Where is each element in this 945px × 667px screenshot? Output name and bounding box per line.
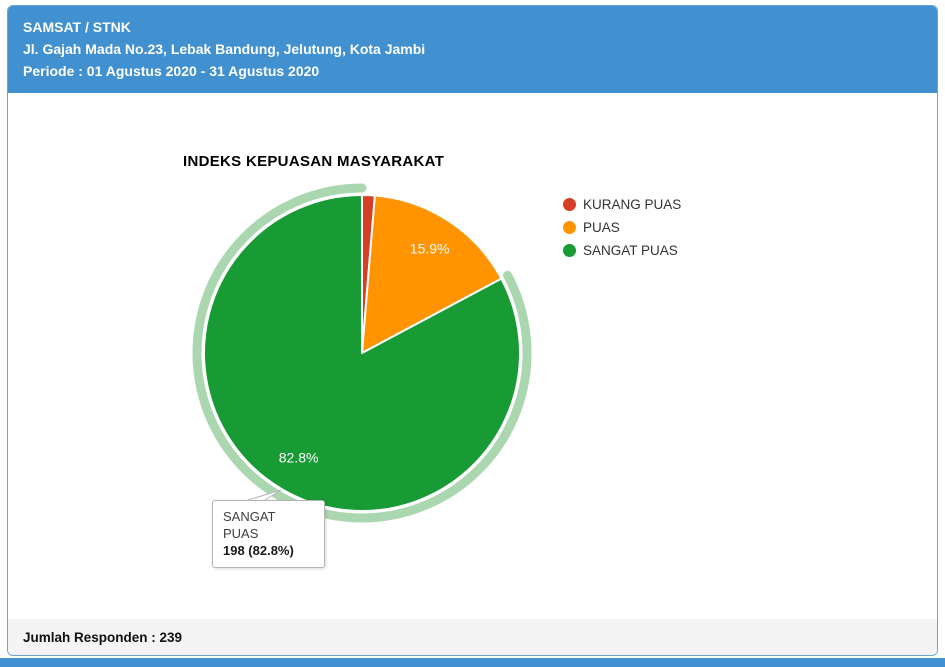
pie-slice-sangat-puas[interactable] [203, 194, 521, 512]
legend-item-kurang-puas[interactable]: KURANG PUAS [563, 193, 681, 216]
legend-marker-puas-icon [563, 221, 576, 234]
office-title: SAMSAT / STNK [23, 19, 131, 35]
pie-chart-svg: 15.9% 82.8% [192, 183, 532, 523]
pie-data-label-puas: 15.9% [410, 241, 450, 257]
legend-label: KURANG PUAS [583, 197, 682, 212]
legend-item-sangat-puas[interactable]: SANGAT PUAS [563, 239, 681, 262]
report-period: Periode : 01 Agustus 2020 - 31 Agustus 2… [23, 63, 320, 79]
legend-label: SANGAT PUAS [583, 243, 678, 258]
tooltip-pointer-icon [247, 489, 282, 501]
tooltip-value: 198 (82.8%) [223, 543, 294, 558]
chart-legend: KURANG PUAS PUAS SANGAT PUAS [563, 193, 681, 262]
chart-title: INDEKS KEPUASAN MASYARAKAT [183, 153, 445, 170]
page-bottom-bar [0, 658, 945, 667]
legend-label: PUAS [583, 220, 620, 235]
pie-hover-halo [192, 183, 532, 523]
pie-tooltip: SANGAT PUAS 198 (82.8%) [212, 500, 325, 568]
report-header: SAMSAT / STNK Jl. Gajah Mada No.23, Leba… [8, 6, 937, 93]
report-footer: Jumlah Responden : 239 [8, 619, 937, 655]
pie-data-label-sangat-puas: 82.8% [279, 449, 319, 465]
pie-slice-puas[interactable] [361, 194, 503, 354]
tooltip-series-label: SANGAT PUAS [223, 509, 276, 541]
legend-item-puas[interactable]: PUAS [563, 216, 681, 239]
chart-area: INDEKS KEPUASAN MASYARAKAT 15.9% 82.8% KU… [8, 93, 937, 619]
respondent-count: Jumlah Responden : 239 [23, 629, 183, 645]
report-card: SAMSAT / STNK Jl. Gajah Mada No.23, Leba… [7, 5, 938, 656]
office-address: Jl. Gajah Mada No.23, Lebak Bandung, Jel… [23, 41, 426, 57]
legend-marker-sangat-puas-icon [563, 244, 576, 257]
legend-marker-kurang-puas-icon [563, 198, 576, 211]
